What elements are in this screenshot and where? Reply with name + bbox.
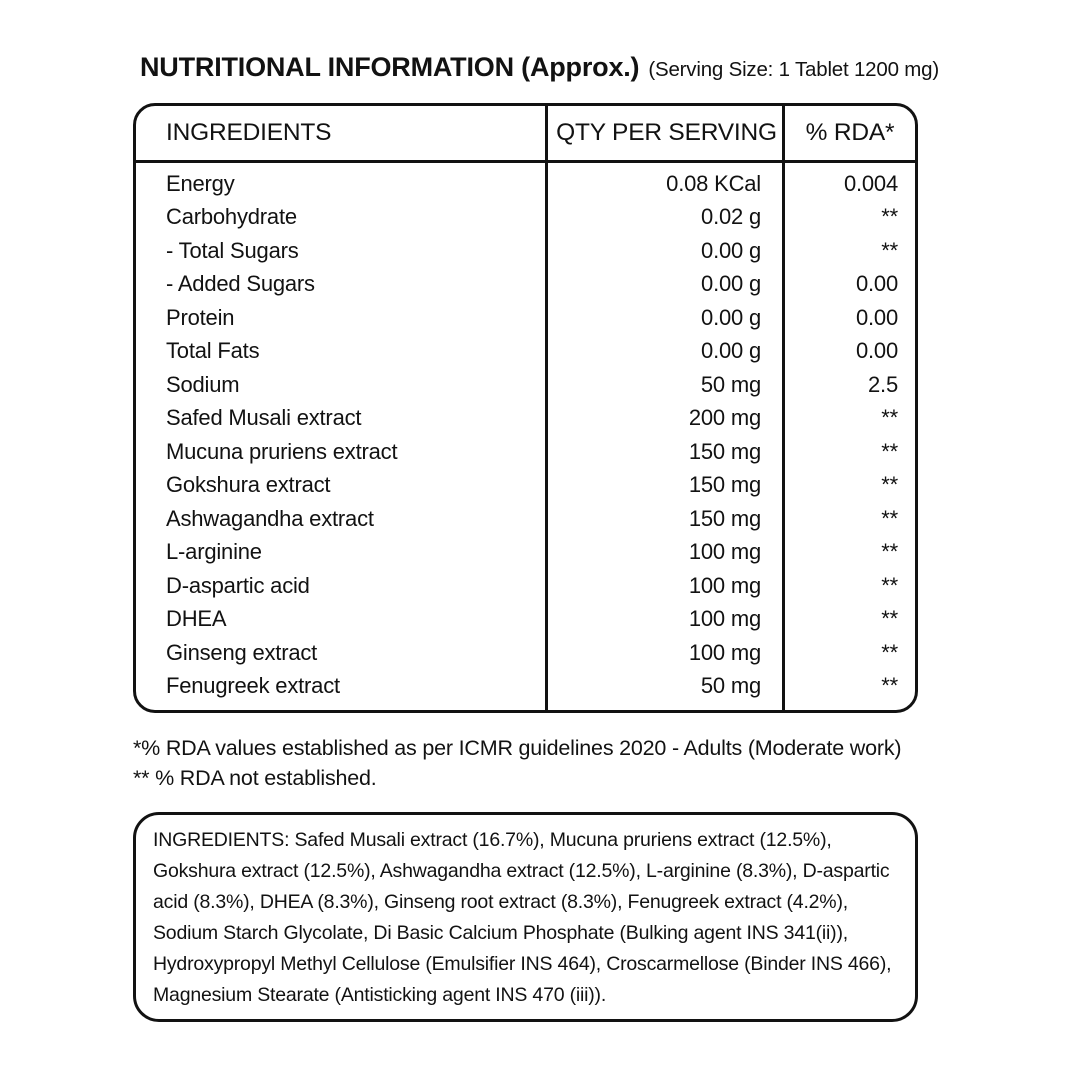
rda-cell: 0.004 xyxy=(843,170,898,196)
table-row: Carbohydrate 0.02 g ** xyxy=(136,201,915,235)
table-row: Safed Musali extract 200 mg ** xyxy=(136,402,915,436)
ingredient-name-cell: L-arginine xyxy=(166,539,262,565)
ingredient-name-cell: Carbohydrate xyxy=(166,204,297,230)
qty-cell: 0.00 g xyxy=(701,338,761,364)
ingredient-name-cell: Protein xyxy=(166,304,235,330)
ingredient-name-cell: Safed Musali extract xyxy=(166,405,362,431)
page-title: NUTRITIONAL INFORMATION (Approx.) (Servi… xyxy=(140,52,939,83)
rda-cell: ** xyxy=(881,606,898,632)
header-qty-per-serving: QTY PER SERVING xyxy=(556,119,777,146)
footnotes: *% RDA values established as per ICMR gu… xyxy=(133,734,902,793)
rda-cell: ** xyxy=(881,505,898,531)
rda-cell: 0.00 xyxy=(855,304,898,330)
ingredient-name-cell: - Added Sugars xyxy=(166,271,315,297)
rda-cell: 0.00 xyxy=(855,271,898,297)
ingredient-name-cell: Sodium xyxy=(166,371,240,397)
qty-cell: 0.02 g xyxy=(701,204,761,230)
rda-cell: ** xyxy=(881,237,898,263)
qty-cell: 150 mg xyxy=(688,438,761,464)
rda-cell: ** xyxy=(881,673,898,699)
rda-cell: ** xyxy=(881,405,898,431)
qty-cell: 50 mg xyxy=(700,371,761,397)
ingredient-name-cell: Energy xyxy=(166,170,235,196)
table-row: Protein 0.00 g 0.00 xyxy=(136,301,915,335)
qty-cell: 0.00 g xyxy=(701,271,761,297)
nutrition-table: INGREDIENTS QTY PER SERVING % RDA* Energ… xyxy=(133,103,918,713)
qty-cell: 100 mg xyxy=(688,572,761,598)
header-rda: % RDA* xyxy=(805,119,895,146)
table-row: Fenugreek extract 50 mg ** xyxy=(136,670,915,704)
ingredient-name-cell: Total Fats xyxy=(166,338,260,364)
table-row: Mucuna pruriens extract 150 mg ** xyxy=(136,435,915,469)
rda-cell: ** xyxy=(881,639,898,665)
rda-cell: 0.00 xyxy=(855,338,898,364)
qty-cell: 0.00 g xyxy=(701,304,761,330)
qty-cell: 100 mg xyxy=(688,539,761,565)
qty-cell: 100 mg xyxy=(688,606,761,632)
rda-cell: ** xyxy=(881,539,898,565)
ingredient-name-cell: Ginseng extract xyxy=(166,639,318,665)
ingredient-name-cell: D-aspartic acid xyxy=(166,572,310,598)
ingredients-box: INGREDIENTS: Safed Musali extract (16.7%… xyxy=(133,812,918,1022)
rda-cell: 2.5 xyxy=(868,371,898,397)
ingredient-name-cell: Ashwagandha extract xyxy=(166,505,374,531)
qty-cell: 0.00 g xyxy=(701,237,761,263)
table-header-row: INGREDIENTS QTY PER SERVING % RDA* xyxy=(136,106,915,163)
qty-cell: 150 mg xyxy=(688,505,761,531)
table-row: Energy 0.08 KCal 0.004 xyxy=(136,167,915,201)
table-row: D-aspartic acid 100 mg ** xyxy=(136,569,915,603)
page-title-main: NUTRITIONAL INFORMATION (Approx.) xyxy=(140,52,640,82)
table-row: Ginseng extract 100 mg ** xyxy=(136,636,915,670)
table-row: DHEA 100 mg ** xyxy=(136,603,915,637)
ingredient-name-cell: Mucuna pruriens extract xyxy=(166,438,398,464)
table-row: Ashwagandha extract 150 mg ** xyxy=(136,502,915,536)
ingredient-name-cell: Fenugreek extract xyxy=(166,673,340,699)
table-row: Sodium 50 mg 2.5 xyxy=(136,368,915,402)
qty-cell: 0.08 KCal xyxy=(666,170,761,196)
qty-cell: 50 mg xyxy=(700,673,761,699)
rda-cell: ** xyxy=(881,438,898,464)
qty-cell: 200 mg xyxy=(688,405,761,431)
qty-cell: 150 mg xyxy=(688,472,761,498)
table-row: - Added Sugars 0.00 g 0.00 xyxy=(136,268,915,302)
table-body: Energy 0.08 KCal 0.004 Carbohydrate 0.02 g **… xyxy=(136,163,915,710)
rda-cell: ** xyxy=(881,472,898,498)
table-row: Total Fats 0.00 g 0.00 xyxy=(136,335,915,369)
rda-cell: ** xyxy=(881,204,898,230)
footnote-rda-established: *% RDA values established as per ICMR gu… xyxy=(133,736,902,760)
header-ingredients: INGREDIENTS xyxy=(166,119,332,146)
ingredients-paragraph: INGREDIENTS: Safed Musali extract (16.7%… xyxy=(153,829,892,1006)
qty-cell: 100 mg xyxy=(688,639,761,665)
table-row: Gokshura extract 150 mg ** xyxy=(136,469,915,503)
table-row: L-arginine 100 mg ** xyxy=(136,536,915,570)
rda-cell: ** xyxy=(881,572,898,598)
footnote-rda-not-established: ** % RDA not established. xyxy=(133,765,377,790)
ingredient-name-cell: - Total Sugars xyxy=(166,237,299,263)
serving-size-text: (Serving Size: 1 Tablet 1200 mg) xyxy=(648,58,939,81)
column-divider-2 xyxy=(782,106,785,710)
column-divider-1 xyxy=(545,106,548,710)
ingredient-name-cell: Gokshura extract xyxy=(166,472,331,498)
table-row: - Total Sugars 0.00 g ** xyxy=(136,234,915,268)
ingredient-name-cell: DHEA xyxy=(166,606,227,632)
